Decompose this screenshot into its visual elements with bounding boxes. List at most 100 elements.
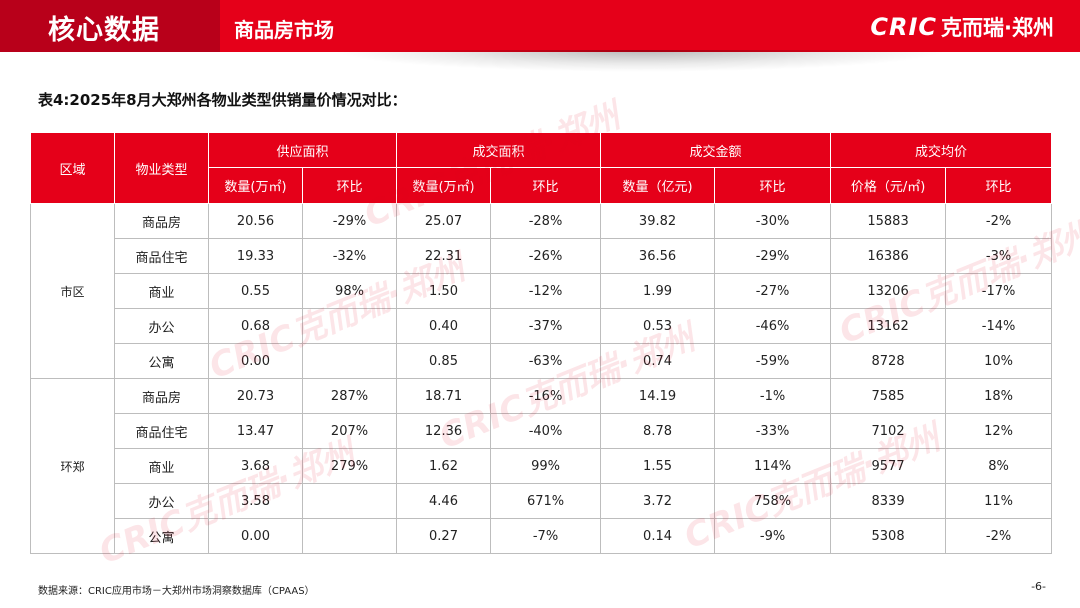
supply-cell: 0.00 (208, 518, 303, 554)
amount-cell: 0.74 (600, 343, 716, 379)
amount-cell: 14.19 (600, 378, 716, 414)
price-cell: 8339 (830, 483, 947, 519)
type-cell: 商业 (114, 273, 209, 309)
supply-cell: 0.68 (208, 308, 303, 344)
supply-mom-cell (301, 308, 398, 344)
price-mom-cell: -3% (945, 238, 1053, 274)
page-number: -6- (1031, 580, 1046, 593)
amount-mom-cell: -29% (714, 238, 832, 274)
price-mom-cell: -2% (945, 518, 1053, 554)
supply-mom-cell: 287% (301, 378, 398, 414)
supply-cell: 20.73 (208, 378, 303, 414)
price-mom-cell: 10% (945, 343, 1053, 379)
area-cell: 25.07 (396, 203, 492, 239)
type-cell: 商品住宅 (114, 413, 209, 449)
type-cell: 办公 (114, 308, 209, 344)
amount-cell: 0.14 (600, 518, 716, 554)
table-row: 环郑 商品房 20.73 287% 18.71 -16% 14.19 -1% 7585 18% (30, 378, 1053, 554)
header-left-block (0, 0, 220, 52)
table-row: 公寓 0.00 0.27 -7% 0.14 -9% 5308 -2% (31, 518, 1053, 554)
area-mom-cell: -7% (490, 518, 602, 554)
cric-logo: CRIC 克而瑞·郑州 (870, 13, 1054, 41)
header-type: 物业类型 (114, 132, 209, 204)
table-row: 市区 商品房 20.56 -29% 25.07 -28% 39.82 -30% 15883 -2% (30, 203, 1053, 379)
header-bar: 核心数据 商品房市场 CRIC 克而瑞·郑州 (0, 0, 1080, 52)
table-row: 商品住宅 13.47 207% 12.36 -40% 8.78 -33% 7102 12% (31, 413, 1053, 449)
table-row: 商业 0.55 98% 1.50 -12% 1.99 -27% 13206 -17% (31, 273, 1053, 309)
price-mom-cell: 11% (945, 483, 1053, 519)
area-cell: 1.50 (396, 273, 492, 309)
header-supply-mom: 环比 (301, 167, 398, 204)
type-cell: 公寓 (114, 518, 209, 554)
header-amount-qty: 数量（亿元) (600, 167, 716, 204)
header-supply-qty: 数量(万㎡) (208, 167, 303, 204)
price-cell: 7585 (830, 378, 947, 414)
type-cell: 商品房 (114, 378, 209, 414)
price-mom-cell: 8% (945, 448, 1053, 484)
supply-cell: 19.33 (208, 238, 303, 274)
table-row: 商品住宅 19.33 -32% 22.31 -26% 36.56 -29% 16386 -3% (31, 238, 1053, 274)
supply-mom-cell: 98% (301, 273, 398, 309)
area-cell: 12.36 (396, 413, 492, 449)
amount-mom-cell: -59% (714, 343, 832, 379)
header-shadow-swoosh (330, 50, 950, 72)
area-cell: 0.27 (396, 518, 492, 554)
core-data-title: 核心数据 (48, 15, 160, 46)
area-mom-cell: -63% (490, 343, 602, 379)
price-mom-cell: 18% (945, 378, 1053, 414)
price-cell: 9577 (830, 448, 947, 484)
amount-cell: 8.78 (600, 413, 716, 449)
logo-en-text: CRIC (870, 13, 938, 41)
supply-mom-cell (301, 343, 398, 379)
supply-mom-cell: -29% (301, 203, 398, 239)
amount-cell: 1.55 (600, 448, 716, 484)
area-mom-cell: 671% (490, 483, 602, 519)
area-cell: 4.46 (396, 483, 492, 519)
supply-mom-cell: -32% (301, 238, 398, 274)
supply-cell: 3.58 (208, 483, 303, 519)
type-cell: 公寓 (114, 343, 209, 379)
price-cell: 16386 (830, 238, 947, 274)
area-cell: 0.85 (396, 343, 492, 379)
table-row: 办公 3.58 4.46 671% 3.72 758% 8339 11% (31, 483, 1053, 519)
price-mom-cell: -14% (945, 308, 1053, 344)
header-deal-amount: 成交金额 (600, 132, 832, 168)
data-source-note: 数据来源：CRIC应用市场－大郑州市场洞察数据库（CPAAS） (38, 586, 315, 597)
header-deal-area: 成交面积 (396, 132, 602, 168)
area-mom-cell: -12% (490, 273, 602, 309)
supply-cell: 13.47 (208, 413, 303, 449)
area-cell: 18.71 (396, 378, 492, 414)
supply-cell: 20.56 (208, 203, 303, 239)
price-cell: 15883 (830, 203, 947, 239)
region-cell: 市区 (30, 203, 115, 379)
table-body: 市区 商品房 20.56 -29% 25.07 -28% 39.82 -30% 15883 -2%… (30, 203, 1053, 554)
price-mom-cell: 12% (945, 413, 1053, 449)
table-row: 公寓 0.00 0.85 -63% 0.74 -59% 8728 10% (31, 343, 1053, 379)
region-cell: 环郑 (30, 378, 115, 554)
header-price: 价格（元/㎡) (830, 167, 947, 204)
area-mom-cell: -16% (490, 378, 602, 414)
amount-mom-cell: -33% (714, 413, 832, 449)
area-cell: 22.31 (396, 238, 492, 274)
header-area-mom: 环比 (490, 167, 602, 204)
supply-sales-table: 区域 物业类型 供应面积 成交面积 成交金额 成交均价 数量(万㎡) 环比 数量… (30, 132, 1053, 554)
type-cell: 商品房 (114, 203, 209, 239)
price-cell: 7102 (830, 413, 947, 449)
area-mom-cell: -28% (490, 203, 602, 239)
supply-cell: 0.00 (208, 343, 303, 379)
header-price-mom: 环比 (945, 167, 1053, 204)
area-cell: 0.40 (396, 308, 492, 344)
area-mom-cell: -40% (490, 413, 602, 449)
amount-cell: 0.53 (600, 308, 716, 344)
area-mom-cell: 99% (490, 448, 602, 484)
price-cell: 5308 (830, 518, 947, 554)
header-area-qty: 数量(万㎡) (396, 167, 492, 204)
logo-cn-text: 克而瑞·郑州 (941, 16, 1054, 40)
table-row: 商业 3.68 279% 1.62 99% 1.55 114% 9577 8% (31, 448, 1053, 484)
header-amount-mom: 环比 (714, 167, 832, 204)
supply-cell: 0.55 (208, 273, 303, 309)
price-cell: 8728 (830, 343, 947, 379)
table-row: 办公 0.68 0.40 -37% 0.53 -46% 13162 -14% (31, 308, 1053, 344)
type-cell: 商业 (114, 448, 209, 484)
amount-mom-cell: -46% (714, 308, 832, 344)
